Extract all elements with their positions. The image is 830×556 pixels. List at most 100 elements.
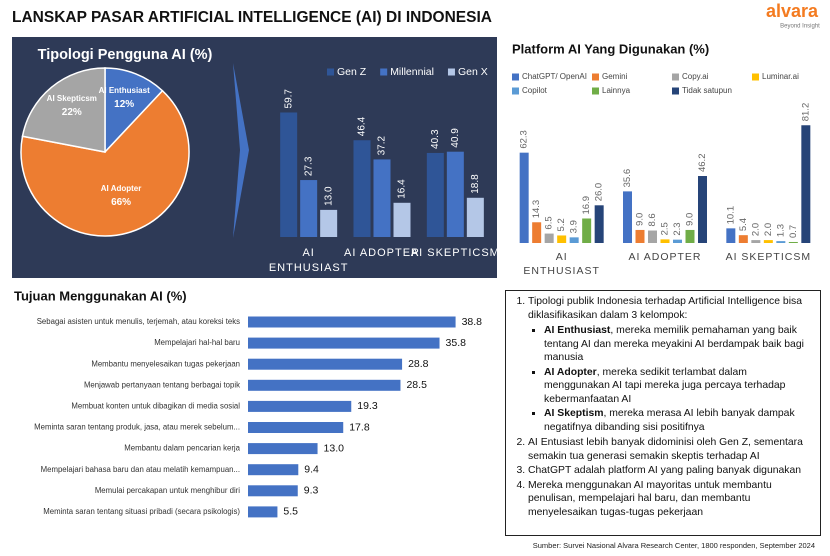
bar	[248, 443, 318, 455]
x-tick-label: AI ENTHUSIAST	[523, 251, 600, 278]
note: Tipologi publik Indonesia terhadap Artif…	[528, 295, 812, 434]
bar	[248, 316, 456, 328]
pie-label-name: AI Skepticsm	[46, 93, 97, 103]
legend-label: Luminar.ai	[762, 72, 799, 81]
bar	[248, 485, 298, 497]
y-tick-label: Membantu menyelesaikan tugas pekerjaan	[91, 359, 240, 368]
value-label: 81.2	[800, 103, 811, 122]
arrow	[233, 63, 249, 238]
source: Sumber: Survei Nasional Alvara Research …	[533, 541, 815, 550]
note-text: Mereka menggunakan AI mayoritas untuk me…	[528, 479, 772, 518]
bar	[751, 240, 761, 243]
bar	[698, 176, 707, 243]
y-tick-label: Mempelajari hal-hal baru	[154, 338, 240, 347]
bar	[393, 202, 411, 237]
x-tick-label: AI SKEPTICSM	[725, 251, 812, 263]
value-label: 59.7	[283, 89, 294, 109]
note-text: Tipologi publik Indonesia terhadap Artif…	[528, 296, 802, 321]
bar	[248, 506, 278, 518]
value-label: 13.0	[323, 186, 334, 206]
logo-tagline: Beyond Insight	[780, 24, 820, 30]
pie-label-value: 22%	[61, 106, 82, 118]
legend-swatch	[592, 73, 599, 81]
legend-label: Lainnya	[602, 86, 631, 95]
bar	[763, 240, 773, 243]
note-text: ChatGPT adalah platform AI yang paling b…	[528, 465, 802, 477]
value-label: 13.0	[324, 442, 345, 454]
bar	[726, 228, 736, 243]
value-label: 35.8	[446, 337, 467, 349]
bar	[446, 151, 464, 237]
value-label: 37.2	[377, 136, 388, 156]
pie-label: AI Enthusiast 12%	[90, 86, 158, 112]
legend-label: Copy.ai	[682, 72, 709, 81]
legend-label: ChatGPT/ OpenAI	[522, 72, 587, 81]
x-tick-label: AI ADOPTER	[628, 251, 702, 263]
value-label: 2.0	[750, 223, 761, 236]
value-label: 40.3	[430, 129, 441, 149]
note: Mereka menggunakan AI mayoritas untuk me…	[528, 479, 812, 520]
value-label: 17.8	[349, 421, 370, 433]
note-item-text: , mereka memilik pemahaman yang baik ten…	[544, 325, 804, 364]
value-label: 5.4	[738, 218, 749, 231]
value-label: 9.3	[304, 485, 319, 497]
legend-swatch	[672, 87, 679, 95]
bar	[776, 241, 786, 243]
value-label: 6.5	[544, 216, 555, 229]
bar	[248, 464, 299, 476]
chart-title: Tujuan Menggunakan AI (%)	[14, 288, 187, 303]
legend-swatch	[592, 87, 599, 95]
bar	[569, 237, 579, 243]
value-label: 5.5	[283, 506, 298, 518]
bar	[801, 125, 811, 243]
value-label: 10.1	[725, 206, 736, 225]
legend-swatch	[672, 73, 679, 81]
value-label: 46.4	[357, 116, 368, 136]
value-label: 26.0	[594, 183, 605, 202]
bar	[738, 235, 748, 243]
y-tick-label: Meminta saran tentang situasi pribadi (s…	[43, 507, 240, 516]
pie-slice	[21, 67, 106, 153]
bar	[623, 191, 632, 243]
y-tick-label: Meminta saran tentang produk, jasa, atau…	[34, 423, 240, 432]
note-sublist: AI Enthusiast, mereka memilik pemahaman …	[528, 324, 812, 434]
value-label: 19.3	[357, 400, 378, 412]
note-item: AI Skeptism, mereka merasa AI lebih bany…	[544, 407, 812, 434]
bar	[248, 400, 352, 412]
legend-swatch	[447, 68, 455, 76]
pie-label: AI Skepticsm 22%	[38, 94, 106, 120]
legend-swatch	[327, 68, 334, 76]
pie-label-name: AI Adopter	[100, 183, 142, 193]
note-term: AI Skeptism	[544, 408, 604, 420]
value-label: 28.5	[406, 379, 427, 391]
bar	[320, 209, 338, 237]
y-tick-label: Menjawab pertanyaan tentang berbagai top…	[84, 380, 240, 389]
bar	[673, 239, 682, 243]
value-label: 1.3	[775, 224, 786, 237]
value-label: 0.7	[788, 225, 799, 238]
bar	[519, 152, 529, 243]
note: AI Entusiast lebih banyak didominisi ole…	[528, 436, 812, 463]
bar	[557, 235, 567, 243]
bar	[544, 233, 554, 243]
value-label: 2.3	[672, 222, 683, 235]
value-label: 14.3	[531, 200, 542, 219]
y-tick-label: Mempelajari bahasa baru dan atau melatih…	[41, 465, 240, 474]
chart-title: Tipologi Pengguna AI (%)	[38, 47, 213, 63]
pie-slice	[20, 89, 190, 237]
value-label: 9.0	[635, 213, 646, 226]
note-item: AI Enthusiast, mereka memilik pemahaman …	[544, 324, 812, 365]
value-label: 9.4	[304, 463, 319, 475]
legend-label: Tidak satupun	[682, 86, 732, 95]
bar	[532, 222, 542, 243]
bar	[248, 379, 401, 391]
value-label: 16.9	[581, 196, 592, 215]
value-label: 2.5	[660, 222, 671, 235]
legend-label: Gemini	[602, 72, 628, 81]
bar	[373, 159, 391, 237]
y-tick-label: Memulai percakapan untuk menghibur diri	[95, 486, 240, 495]
pie-label: AI Adopter 66%	[87, 184, 155, 210]
value-label: 27.3	[303, 156, 314, 176]
